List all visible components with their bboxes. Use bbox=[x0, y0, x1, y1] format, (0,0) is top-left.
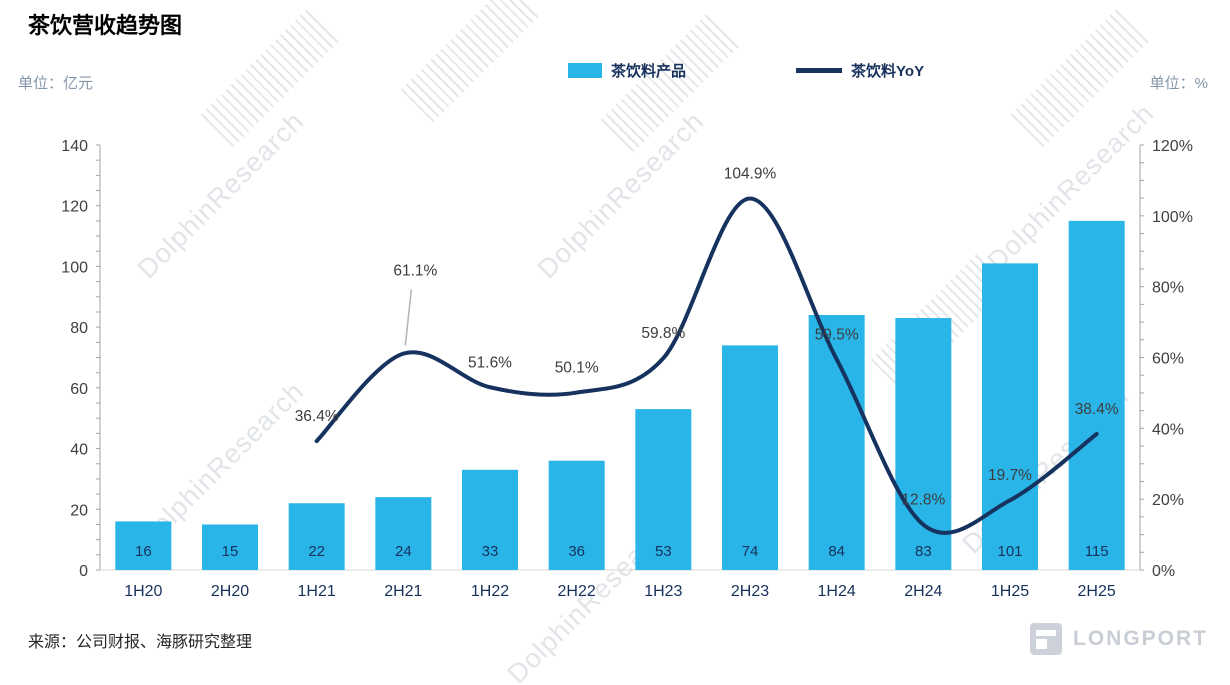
x-axis-category-label: 1H21 bbox=[298, 583, 336, 600]
x-axis-category-label: 1H24 bbox=[818, 583, 856, 600]
yoy-point-label: 51.6% bbox=[468, 354, 512, 371]
right-axis-unit: 单位：% bbox=[1149, 75, 1208, 92]
bar-value-label: 53 bbox=[655, 543, 672, 560]
bar-value-label: 115 bbox=[1085, 543, 1109, 560]
bar bbox=[548, 460, 605, 570]
bar-value-label: 16 bbox=[135, 543, 152, 560]
line-series-swatch bbox=[796, 68, 843, 73]
bar bbox=[722, 345, 778, 570]
bar-value-label: 74 bbox=[742, 543, 759, 560]
x-axis-category-label: 1H25 bbox=[991, 583, 1029, 600]
yoy-point-label: 38.4% bbox=[1075, 401, 1119, 418]
right-axis-tick-label: 40% bbox=[1152, 421, 1184, 438]
x-axis-category-label: 2H21 bbox=[384, 583, 422, 600]
longport-logo-icon bbox=[1030, 623, 1062, 655]
legend-item-line: 茶饮料YoY bbox=[796, 60, 924, 81]
bar-value-label: 24 bbox=[395, 543, 412, 560]
x-axis-category-label: 1H20 bbox=[124, 583, 162, 600]
right-axis-tick-label: 80% bbox=[1152, 280, 1184, 297]
yoy-point-label: 19.7% bbox=[988, 467, 1032, 484]
longport-logo-text: LONGPORT bbox=[1073, 627, 1208, 650]
bar bbox=[375, 497, 432, 570]
page-title: 茶饮营收趋势图 bbox=[28, 13, 183, 38]
bar bbox=[288, 503, 345, 570]
x-axis-category-label: 2H22 bbox=[558, 583, 596, 600]
yoy-point-label: 36.4% bbox=[295, 408, 339, 425]
bar bbox=[808, 315, 865, 570]
bar-value-label: 22 bbox=[308, 543, 325, 560]
x-axis-category-label: 2H23 bbox=[731, 583, 769, 600]
right-axis-tick-label: 0% bbox=[1152, 563, 1175, 580]
bar bbox=[895, 318, 952, 570]
left-axis-unit: 单位：亿元 bbox=[18, 75, 94, 92]
yoy-point-label: 50.1% bbox=[555, 360, 599, 377]
yoy-point-label: 104.9% bbox=[724, 165, 777, 182]
right-axis-tick-label: 100% bbox=[1152, 209, 1193, 226]
right-axis-tick-label: 120% bbox=[1152, 138, 1193, 155]
bar-series-label: 茶饮料产品 bbox=[611, 63, 687, 80]
x-axis-category-label: 2H25 bbox=[1078, 583, 1116, 600]
bar-value-label: 101 bbox=[997, 543, 1022, 560]
yoy-line-path bbox=[314, 196, 1099, 535]
bar-series-swatch bbox=[568, 63, 602, 78]
left-axis-tick-label: 40 bbox=[70, 442, 88, 459]
right-axis-tick-label: 60% bbox=[1152, 351, 1184, 368]
left-axis-tick-label: 120 bbox=[61, 199, 88, 216]
left-axis-tick-label: 140 bbox=[61, 138, 88, 155]
yoy-point-label: 59.5% bbox=[815, 326, 859, 343]
x-axis-category-label: 2H24 bbox=[904, 583, 942, 600]
source-note: 来源：公司财报、海豚研究整理 bbox=[28, 634, 253, 651]
label-leader-line bbox=[404, 289, 413, 346]
line-series-label: 茶饮料YoY bbox=[851, 63, 925, 80]
right-axis-tick-label: 20% bbox=[1152, 492, 1184, 509]
x-axis-category-label: 2H20 bbox=[211, 583, 249, 600]
bar bbox=[202, 524, 258, 570]
bar bbox=[635, 409, 692, 570]
bar-value-label: 84 bbox=[828, 543, 845, 560]
bar-value-label: 83 bbox=[915, 543, 932, 560]
yoy-point-label: 59.8% bbox=[641, 325, 685, 342]
bar bbox=[462, 469, 518, 570]
left-axis-tick-label: 20 bbox=[70, 502, 88, 519]
legend: 茶饮料产品 茶饮料YoY bbox=[568, 60, 924, 81]
left-axis-tick-label: 60 bbox=[70, 381, 88, 398]
legend-item-bar: 茶饮料产品 bbox=[568, 60, 686, 81]
yoy-point-label: 61.1% bbox=[393, 263, 437, 280]
yoy-point-label: 12.8% bbox=[901, 492, 945, 509]
bar-value-label: 15 bbox=[222, 543, 239, 560]
bar bbox=[115, 521, 172, 570]
left-axis-tick-label: 100 bbox=[61, 259, 88, 276]
bar bbox=[1068, 220, 1125, 570]
bar-value-label: 36 bbox=[568, 543, 585, 560]
longport-logo: LONGPORT bbox=[1029, 622, 1208, 656]
x-axis-category-label: 1H23 bbox=[644, 583, 682, 600]
bar bbox=[982, 263, 1038, 570]
bar-value-label: 33 bbox=[482, 543, 499, 560]
left-axis-tick-label: 0 bbox=[79, 563, 88, 580]
left-axis-tick-label: 80 bbox=[70, 320, 88, 337]
x-axis-category-label: 1H22 bbox=[471, 583, 509, 600]
